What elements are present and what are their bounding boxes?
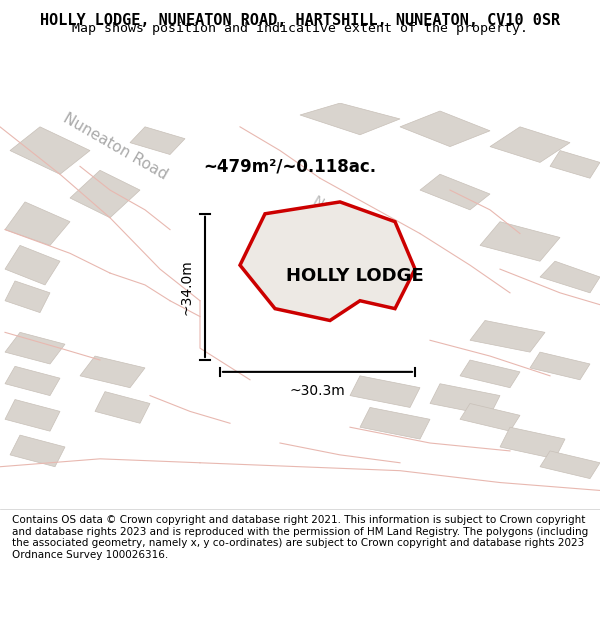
- Text: ~34.0m: ~34.0m: [179, 259, 193, 315]
- Polygon shape: [240, 202, 415, 321]
- Polygon shape: [460, 360, 520, 388]
- Polygon shape: [95, 392, 150, 423]
- Polygon shape: [0, 443, 600, 506]
- Polygon shape: [130, 127, 185, 154]
- Polygon shape: [10, 435, 65, 467]
- Polygon shape: [5, 202, 70, 246]
- Polygon shape: [490, 127, 570, 162]
- Text: ~479m²/~0.118ac.: ~479m²/~0.118ac.: [203, 158, 377, 176]
- Polygon shape: [500, 428, 565, 459]
- Polygon shape: [460, 404, 520, 431]
- Polygon shape: [540, 451, 600, 479]
- Polygon shape: [420, 174, 490, 210]
- Polygon shape: [200, 103, 600, 297]
- Text: ~30.3m: ~30.3m: [290, 384, 346, 398]
- Text: HOLLY LODGE: HOLLY LODGE: [286, 267, 424, 285]
- Polygon shape: [80, 356, 145, 388]
- Polygon shape: [360, 408, 430, 439]
- Polygon shape: [10, 127, 90, 174]
- Polygon shape: [530, 352, 590, 380]
- Text: HOLLY LODGE, NUNEATON ROAD, HARTSHILL, NUNEATON, CV10 0SR: HOLLY LODGE, NUNEATON ROAD, HARTSHILL, N…: [40, 13, 560, 28]
- Polygon shape: [540, 261, 600, 293]
- Polygon shape: [70, 170, 140, 217]
- Polygon shape: [480, 222, 560, 261]
- Text: Map shows position and indicative extent of the property.: Map shows position and indicative extent…: [72, 22, 528, 35]
- Polygon shape: [5, 246, 60, 285]
- Polygon shape: [550, 151, 600, 178]
- Text: Nuneaton Road: Nuneaton Road: [60, 111, 170, 182]
- Text: Nu...aton Road: Nu...aton Road: [310, 194, 406, 258]
- Polygon shape: [430, 384, 500, 416]
- Polygon shape: [0, 103, 600, 388]
- Polygon shape: [5, 399, 60, 431]
- Polygon shape: [300, 103, 400, 135]
- Polygon shape: [400, 111, 490, 147]
- Polygon shape: [5, 366, 60, 396]
- Polygon shape: [5, 332, 65, 364]
- Polygon shape: [350, 376, 420, 408]
- Polygon shape: [5, 281, 50, 312]
- Text: Contains OS data © Crown copyright and database right 2021. This information is : Contains OS data © Crown copyright and d…: [12, 515, 588, 560]
- Polygon shape: [470, 321, 545, 352]
